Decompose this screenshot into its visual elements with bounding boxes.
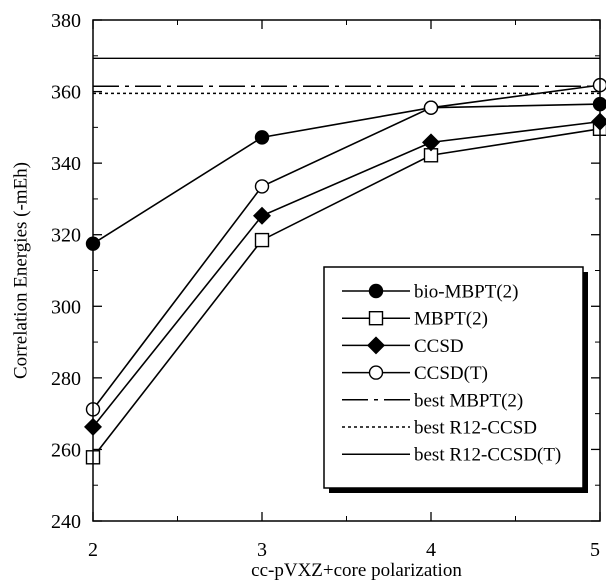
y-axis-title: Correlation Energies (-mEh): [10, 162, 31, 379]
legend-label-best-r12-ccsd-t: best R12-CCSD(T): [414, 445, 561, 466]
y-tick-label-340: 340: [51, 153, 81, 175]
legend-label-best-r12-ccsd: best R12-CCSD: [414, 418, 537, 439]
x-tick-label-5: 5: [590, 539, 600, 561]
reference-lines: [93, 57, 600, 95]
series-line-bio-mbpt-2: [92, 103, 601, 245]
legend-box: [323, 266, 584, 489]
x-tick-label-4: 4: [426, 539, 436, 561]
legend-label-best-mbpt-2: best MBPT(2): [414, 390, 523, 411]
point-bio-mbpt-2-3: [254, 130, 270, 145]
legend-marker-mbpt-2: [368, 311, 384, 326]
x-tick-label-3: 3: [257, 539, 267, 561]
legend-label-mbpt-2: MBPT(2): [414, 309, 488, 330]
x-axis-title: cc-pVXZ+core polarization: [251, 560, 462, 581]
y-tick-label-320: 320: [51, 225, 81, 247]
legend-marker-ccsd: [367, 336, 385, 355]
tick-labels: 240 260 280 300 320 340 360 380 2 3 4 5: [51, 10, 600, 561]
series-line-mbpt-2: [92, 127, 601, 458]
point-mbpt-2-3: [254, 232, 270, 248]
y-tick-label-380: 380: [51, 10, 81, 32]
legend-label-ccsd: CCSD: [414, 336, 464, 357]
point-ccsd-t-3: [254, 179, 270, 194]
y-tick-label-280: 280: [51, 368, 81, 390]
series-bio-mbpt-2: [85, 96, 606, 251]
legend-marker-bio-mbpt-2: [368, 283, 384, 299]
series-line-ccsd-t: [92, 84, 601, 410]
data-series: [84, 77, 606, 465]
point-ccsd-4: [422, 133, 440, 152]
plot-frame: [92, 19, 601, 522]
y-tick-label-360: 360: [51, 82, 81, 104]
y-tick-label-240: 240: [51, 511, 81, 533]
point-ccsd-3: [253, 206, 271, 225]
series-mbpt-2: [85, 121, 606, 465]
legend: bio-MBPT(2) MBPT(2) CCSD CCSD(T) best MBPT(2…: [323, 266, 588, 493]
series-line-ccsd: [92, 120, 601, 428]
legend-marker-ccsd-t: [368, 365, 384, 380]
x-tick-label-2: 2: [88, 539, 98, 561]
legend-label-bio-mbpt-2: bio-MBPT(2): [414, 282, 519, 303]
series-ccsd-t: [85, 77, 606, 417]
point-ccsd-t-4: [423, 100, 439, 115]
legend-label-ccsd-t: CCSD(T): [414, 363, 488, 384]
y-tick-label-300: 300: [51, 296, 81, 318]
y-tick-label-260: 260: [51, 439, 81, 461]
